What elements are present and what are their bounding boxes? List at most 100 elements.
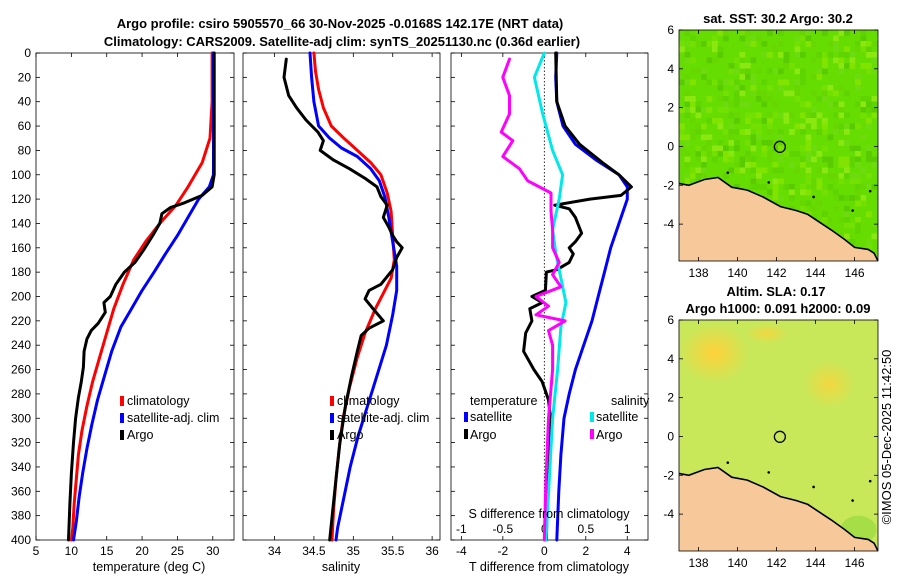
sst-cell (811, 118, 817, 124)
sst-cell (701, 173, 707, 179)
sst-cell (684, 74, 691, 80)
sst-cell (684, 162, 691, 168)
sst-cell (871, 41, 878, 47)
legend-label-climatology: climatology (127, 394, 190, 408)
sst-cell (695, 145, 702, 152)
sst-cell (750, 178, 757, 185)
sst-cell (838, 140, 845, 146)
sst-cell (706, 118, 713, 124)
sst-cell (750, 184, 757, 190)
sst-cell (794, 41, 801, 47)
sst-cell (800, 184, 806, 190)
sst-cell (811, 107, 817, 113)
lat-tick-label: 6 (667, 23, 674, 37)
sst-cell (783, 52, 790, 58)
sst-cell (690, 57, 696, 64)
sst-cell (822, 85, 828, 91)
sla_map-frame (678, 319, 879, 552)
sst-cell (822, 90, 828, 97)
sst-cell (794, 151, 801, 157)
sst-cell (778, 85, 784, 91)
temperature-axes-frame (35, 52, 235, 541)
sst-cell (855, 156, 861, 163)
legend-swatch-t-satellite (464, 412, 468, 422)
sst-cell (706, 151, 713, 157)
lon-tick-label: 144 (806, 556, 826, 570)
sst-cell (866, 46, 872, 53)
sst-cell (816, 74, 823, 80)
sst-cell (877, 68, 878, 75)
sst-cell (794, 90, 801, 97)
sst-cell (690, 173, 696, 179)
x-tick-label: 34.5 (302, 544, 326, 558)
sst-cell (877, 52, 878, 58)
sst-cell (811, 57, 817, 64)
y-tick-label: 380 (11, 509, 31, 523)
sst-cell (734, 162, 740, 168)
sst-cell (723, 156, 729, 163)
sst-cell (805, 173, 812, 179)
sst-cell (877, 195, 878, 201)
sst-cell (767, 140, 773, 146)
sst-cell (833, 90, 839, 97)
sst-cell (838, 156, 845, 163)
sst-cell (739, 85, 746, 91)
s-x-tick-label: 1 (624, 522, 631, 536)
island (868, 479, 872, 483)
sst-cell (849, 57, 856, 64)
sst-cell (805, 134, 812, 141)
sst-cell (717, 140, 724, 146)
y-tick-label: 280 (11, 387, 31, 401)
sst-cell (679, 107, 685, 113)
sst-cell (756, 96, 762, 102)
sla-high-anomaly (803, 360, 856, 409)
sst-cell (805, 112, 812, 119)
sst-cell (800, 68, 806, 75)
sla-map-title: Altim. SLA: 0.17 (727, 284, 826, 299)
sst-cell (712, 156, 718, 163)
y-tick-label: 220 (11, 314, 31, 328)
y-tick-label: 140 (11, 216, 31, 230)
sst-cell (789, 129, 795, 135)
sst-cell (728, 63, 735, 69)
sst-cell (816, 96, 823, 102)
sst-cell (816, 129, 823, 135)
sst-cell (871, 57, 878, 64)
sst-cell (717, 118, 724, 124)
sst-cell (877, 250, 878, 256)
sst-cell (684, 96, 691, 102)
sst-cell (750, 162, 757, 168)
sst-cell (871, 233, 878, 240)
sst-cell (877, 184, 878, 190)
sst-cell (723, 173, 729, 179)
sst-cell (767, 129, 773, 135)
legend-label-s-satellite: satellite (596, 410, 638, 424)
sst-cell (805, 30, 812, 36)
sst-cell (750, 112, 757, 119)
sst-cell (684, 140, 691, 146)
argo-position-marker (773, 140, 787, 153)
sst-cell (783, 184, 790, 190)
sst-cell (750, 140, 757, 146)
sst-cell (750, 90, 757, 97)
sst-cell (690, 68, 696, 75)
sst-cell (833, 101, 839, 108)
sst-cell (783, 57, 790, 64)
sst-cell (728, 134, 735, 141)
y-tick-label: 360 (11, 484, 31, 498)
y-tick-label: 300 (11, 411, 31, 425)
sst-cell (734, 118, 740, 124)
y-tick-label: 20 (18, 70, 32, 84)
sst-cell (778, 156, 784, 163)
sst-cell (701, 107, 707, 113)
sst-cell (822, 57, 828, 64)
sst-cell (833, 46, 839, 53)
sla-high-anomaly (744, 323, 789, 344)
sst-cell (877, 57, 878, 64)
sst-cell (811, 156, 817, 163)
sst-cell (866, 239, 872, 245)
sst-cell (739, 57, 746, 64)
sst-cell (734, 90, 740, 97)
y-tick-label: 60 (18, 119, 32, 133)
sst-cell (772, 189, 779, 196)
